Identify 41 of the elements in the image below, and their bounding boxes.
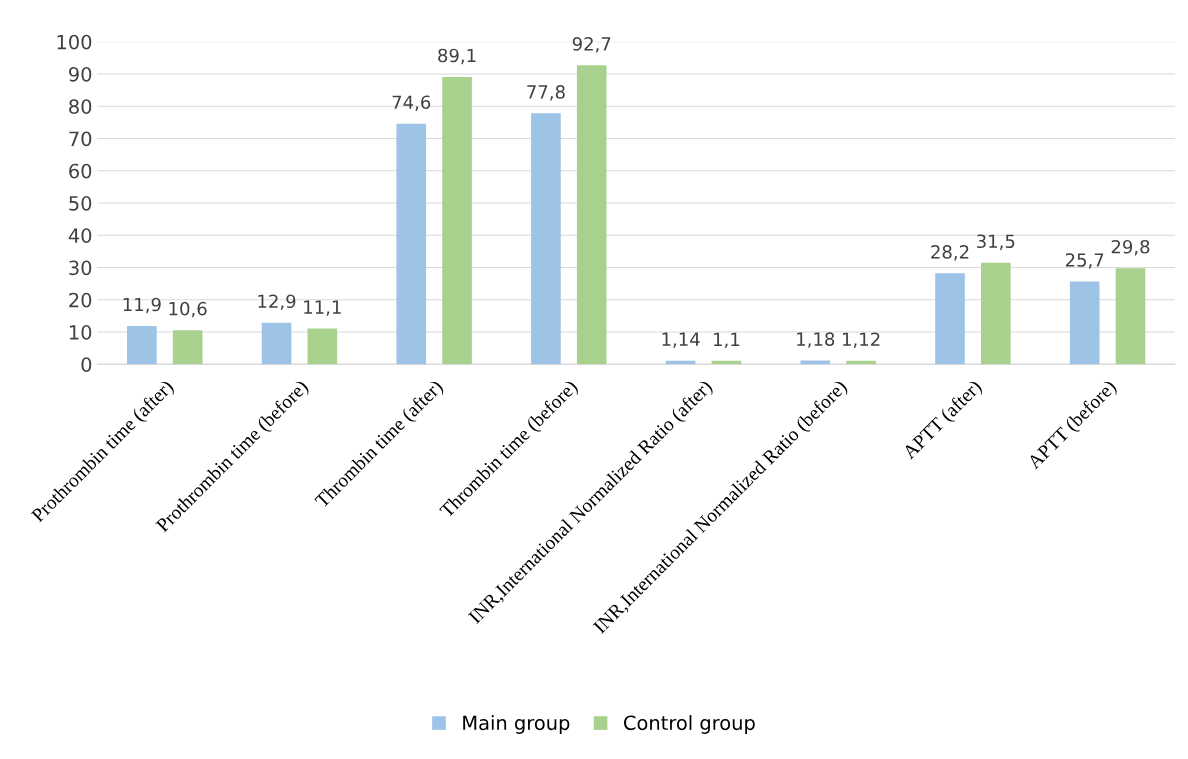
data-label: 28,2	[931, 245, 969, 261]
y-tick-label: 60	[69, 163, 92, 179]
y-tick-label: 90	[69, 66, 92, 82]
bar	[442, 76, 472, 365]
bar	[1115, 268, 1146, 365]
y-tick-label: 10	[69, 325, 92, 340]
bar	[172, 330, 203, 365]
data-label: 25,7	[1065, 253, 1104, 269]
bar	[935, 273, 965, 365]
bar	[576, 65, 607, 365]
data-label: 1,14	[662, 332, 700, 348]
data-label: 89,1	[438, 48, 476, 65]
y-tick-label: 30	[69, 260, 92, 276]
data-label: 31,5	[977, 234, 1015, 250]
data-label: 11,9	[123, 297, 161, 314]
bar	[980, 262, 1011, 365]
bar	[1069, 281, 1100, 365]
data-label: 29,8	[1111, 239, 1150, 256]
y-tick-label: 40	[68, 228, 92, 243]
data-label: 92,7	[572, 37, 611, 53]
data-label: 10,6	[169, 301, 207, 318]
data-label: 11,1	[304, 300, 341, 316]
y-tick-label: 20	[69, 292, 92, 308]
y-tick-label: 50	[69, 195, 92, 211]
legend-label: Main group	[463, 715, 570, 734]
y-tick-label: 100	[57, 34, 92, 50]
data-label: 77,8	[527, 85, 565, 101]
data-label: 1,18	[797, 332, 835, 348]
data-label: 12,9	[258, 294, 296, 310]
y-tick-label: 70	[69, 131, 92, 147]
y-tick-label: 0	[81, 357, 92, 372]
bar	[261, 322, 292, 365]
bar	[396, 123, 427, 365]
y-tick-label: 80	[69, 99, 92, 114]
legend-label: Control group	[623, 715, 755, 734]
data-label: 1,12	[842, 332, 880, 348]
bar	[307, 328, 338, 365]
data-label: 74,6	[392, 95, 431, 111]
bar	[531, 113, 561, 365]
bar	[127, 325, 157, 365]
data-label: 1,1	[714, 332, 740, 348]
